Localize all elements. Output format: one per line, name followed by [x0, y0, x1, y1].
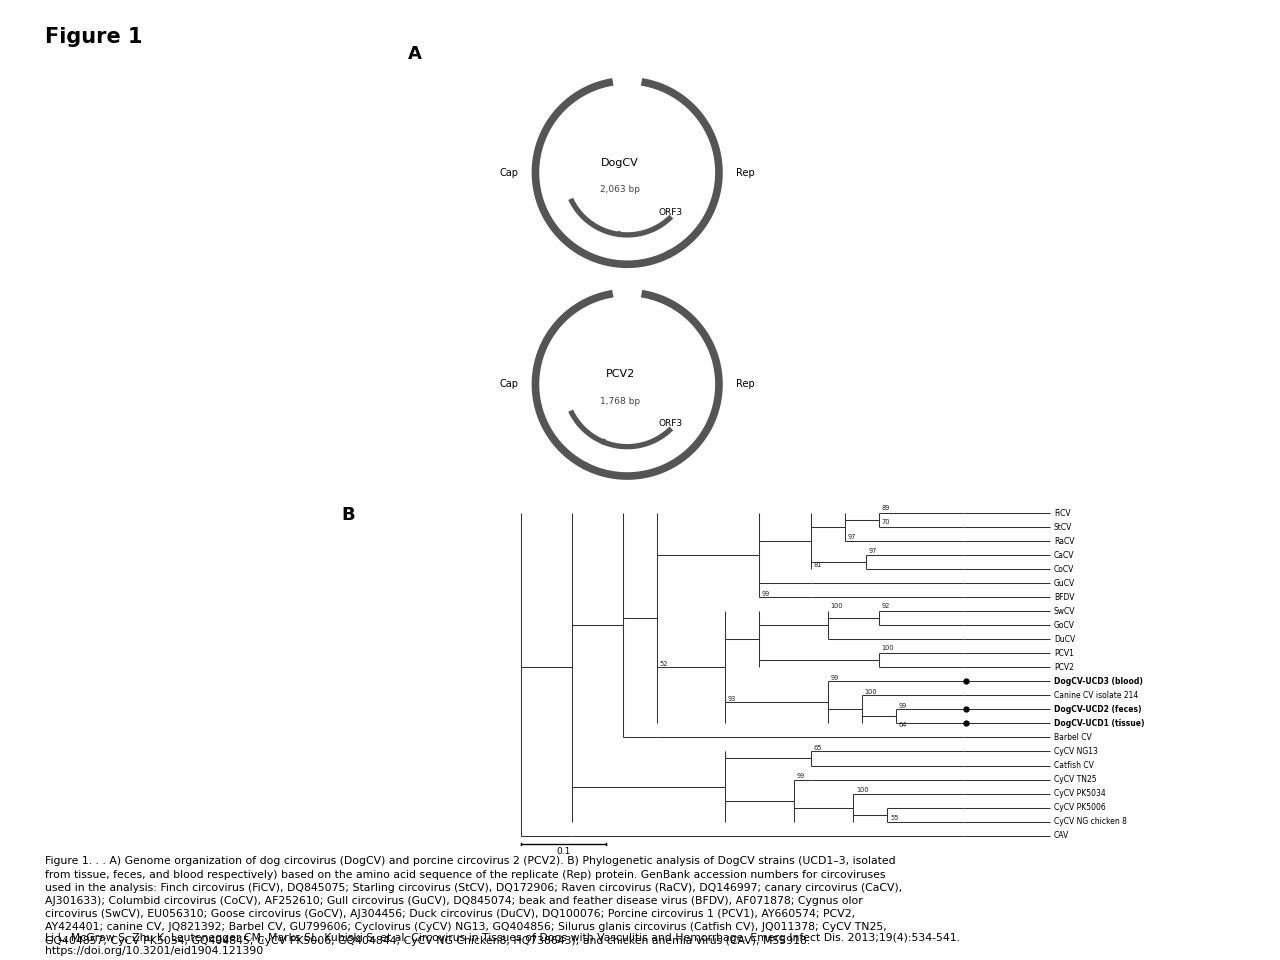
Text: 99: 99 [762, 590, 771, 596]
Text: CyCV PK5006: CyCV PK5006 [1053, 804, 1106, 812]
Text: 89: 89 [882, 505, 890, 511]
Text: GuCV: GuCV [1053, 579, 1075, 588]
Text: 100: 100 [856, 787, 869, 793]
Text: 97: 97 [847, 534, 856, 540]
Text: 100: 100 [882, 645, 895, 651]
Text: Cap: Cap [499, 379, 518, 390]
Text: 55: 55 [890, 815, 899, 821]
Text: Figure 1: Figure 1 [45, 27, 142, 47]
Text: 92: 92 [882, 603, 890, 610]
Text: 100: 100 [831, 603, 844, 610]
Text: CyCV NG chicken 8: CyCV NG chicken 8 [1053, 817, 1126, 826]
Text: Canine CV isolate 214: Canine CV isolate 214 [1053, 691, 1138, 700]
Text: DogCV-UCD1 (tissue): DogCV-UCD1 (tissue) [1053, 719, 1144, 728]
Text: SwCV: SwCV [1053, 607, 1075, 615]
Text: 1,768 bp: 1,768 bp [600, 396, 640, 406]
Text: A: A [408, 45, 422, 63]
Text: Barbel CV: Barbel CV [1053, 733, 1092, 742]
Text: 70: 70 [882, 519, 890, 525]
Text: BFDV: BFDV [1053, 593, 1074, 602]
Text: CoCV: CoCV [1053, 564, 1074, 574]
Text: Li L, McGraw S, Zhu K, Leutenegger CM, Marks SL, Kubiski S, et al. Circovirus in: Li L, McGraw S, Zhu K, Leutenegger CM, M… [45, 933, 960, 956]
Text: ORF3: ORF3 [658, 420, 682, 428]
Text: 93: 93 [728, 696, 736, 702]
Text: CyCV NG13: CyCV NG13 [1053, 747, 1098, 756]
Text: CAV: CAV [1053, 831, 1069, 840]
Text: B: B [342, 506, 355, 524]
Text: ORF3: ORF3 [658, 207, 682, 217]
Text: 97: 97 [869, 548, 877, 554]
Text: PCV1: PCV1 [1053, 649, 1074, 658]
Text: DogCV-UCD2 (feces): DogCV-UCD2 (feces) [1053, 705, 1142, 714]
Text: 100: 100 [864, 688, 877, 695]
Text: DogCV-UCD3 (blood): DogCV-UCD3 (blood) [1053, 677, 1143, 685]
Text: FiCV: FiCV [1053, 509, 1070, 517]
Text: 52: 52 [659, 660, 668, 666]
Text: DuCV: DuCV [1053, 635, 1075, 644]
Text: PCV2: PCV2 [605, 370, 635, 379]
Text: RaCV: RaCV [1053, 537, 1074, 545]
Text: CyCV PK5034: CyCV PK5034 [1053, 789, 1106, 798]
Text: 99: 99 [899, 703, 906, 708]
Text: CaCV: CaCV [1053, 551, 1074, 560]
Text: 65: 65 [813, 745, 822, 751]
Text: 2,063 bp: 2,063 bp [600, 185, 640, 194]
Text: 81: 81 [813, 562, 822, 568]
Text: CyCV TN25: CyCV TN25 [1053, 775, 1097, 784]
Text: Catfish CV: Catfish CV [1053, 761, 1093, 770]
Text: PCV2: PCV2 [1053, 663, 1074, 672]
Text: Rep: Rep [736, 167, 755, 178]
Text: StCV: StCV [1053, 523, 1073, 532]
Text: Figure 1. . . A) Genome organization of dog circovirus (DogCV) and porcine circo: Figure 1. . . A) Genome organization of … [45, 856, 902, 946]
Text: 0.1: 0.1 [556, 848, 571, 856]
Text: 64: 64 [899, 722, 908, 729]
Text: Rep: Rep [736, 379, 755, 390]
Text: Cap: Cap [499, 167, 518, 178]
Text: DogCV: DogCV [602, 157, 639, 168]
Text: 99: 99 [831, 675, 838, 681]
Text: GoCV: GoCV [1053, 621, 1075, 630]
Text: 99: 99 [796, 773, 804, 779]
